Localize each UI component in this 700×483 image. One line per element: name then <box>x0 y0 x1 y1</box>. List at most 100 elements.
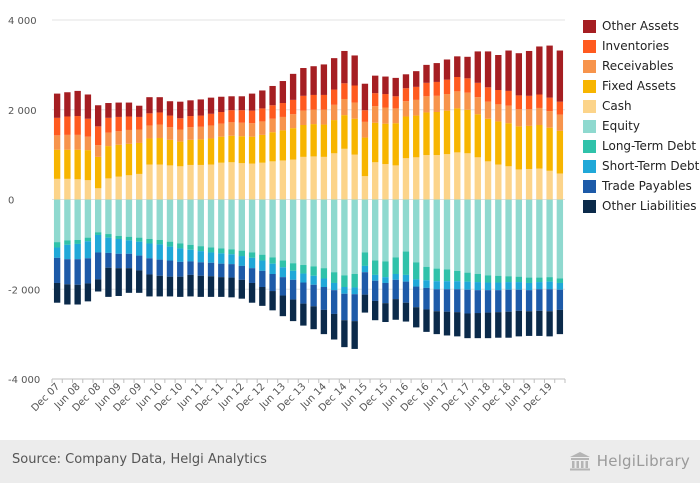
bar-segment[interactable] <box>525 125 533 169</box>
bar-segment[interactable] <box>248 199 256 253</box>
bar-segment[interactable] <box>279 260 287 268</box>
bar-segment[interactable] <box>166 199 174 242</box>
bar-segment[interactable] <box>556 50 564 102</box>
bar-segment[interactable] <box>484 101 492 119</box>
bar-segment[interactable] <box>505 311 512 338</box>
bar-segment[interactable] <box>177 276 184 297</box>
bar-segment[interactable] <box>146 97 153 114</box>
bar-segment[interactable] <box>525 50 533 96</box>
bar-segment[interactable] <box>115 199 122 236</box>
bar-segment[interactable] <box>392 199 399 258</box>
bar-segment[interactable] <box>495 55 502 91</box>
bar-segment[interactable] <box>505 276 512 283</box>
bar-segment[interactable] <box>136 237 143 242</box>
bar-segment[interactable] <box>125 129 133 144</box>
bar-segment[interactable] <box>105 132 112 147</box>
bar-segment[interactable] <box>495 275 502 283</box>
legend-item-other-liabilities[interactable]: Other Liabilities <box>583 196 699 216</box>
bar-segment[interactable] <box>289 73 297 100</box>
bar-segment[interactable] <box>289 299 297 322</box>
bar-segment[interactable] <box>402 302 410 322</box>
bar-segment[interactable] <box>330 290 338 314</box>
bar-segment[interactable] <box>474 290 481 314</box>
brand-logo[interactable]: HelgiLibrary <box>569 449 690 473</box>
bar-segment[interactable] <box>53 149 61 179</box>
bar-segment[interactable] <box>197 251 204 263</box>
bar-segment[interactable] <box>382 76 389 95</box>
bar-segment[interactable] <box>259 108 266 122</box>
bar-segment[interactable] <box>177 101 184 119</box>
bar-segment[interactable] <box>259 254 266 261</box>
bar-segment[interactable] <box>454 289 461 313</box>
bar-segment[interactable] <box>392 77 399 97</box>
bar-segment[interactable] <box>320 268 328 279</box>
bar-segment[interactable] <box>177 129 184 142</box>
bar-segment[interactable] <box>156 164 163 200</box>
bar-segment[interactable] <box>505 282 512 290</box>
bar-segment[interactable] <box>402 88 410 102</box>
bar-segment[interactable] <box>248 93 256 111</box>
bar-segment[interactable] <box>423 155 430 200</box>
bar-segment[interactable] <box>187 164 194 200</box>
bar-segment[interactable] <box>300 303 307 326</box>
bar-segment[interactable] <box>115 131 122 145</box>
bar-segment[interactable] <box>392 96 399 109</box>
bar-segment[interactable] <box>330 104 338 121</box>
bar-segment[interactable] <box>546 45 553 98</box>
bar-segment[interactable] <box>402 274 410 282</box>
bar-segment[interactable] <box>433 81 440 96</box>
bar-segment[interactable] <box>484 312 492 339</box>
bar-segment[interactable] <box>495 164 502 200</box>
bar-segment[interactable] <box>454 281 461 290</box>
bar-segment[interactable] <box>84 150 92 181</box>
bar-segment[interactable] <box>484 87 492 102</box>
bar-segment[interactable] <box>238 96 245 111</box>
bar-segment[interactable] <box>218 248 225 254</box>
bar-segment[interactable] <box>361 265 369 273</box>
legend-item-long-term-debt[interactable]: Long-Term Debt <box>583 136 699 156</box>
bar-segment[interactable] <box>279 116 287 131</box>
bar-segment[interactable] <box>156 199 163 240</box>
bar-segment[interactable] <box>341 50 348 84</box>
bar-segment[interactable] <box>495 282 502 291</box>
bar-segment[interactable] <box>105 252 112 268</box>
bar-segment[interactable] <box>556 114 564 131</box>
bar-segment[interactable] <box>423 96 430 113</box>
bar-segment[interactable] <box>269 273 276 292</box>
bar-segment[interactable] <box>269 85 276 106</box>
bar-segment[interactable] <box>84 136 92 151</box>
bar-segment[interactable] <box>464 313 471 339</box>
bar-segment[interactable] <box>300 68 307 96</box>
bar-segment[interactable] <box>361 110 369 122</box>
bar-segment[interactable] <box>64 134 71 150</box>
bar-segment[interactable] <box>187 139 194 165</box>
bar-segment[interactable] <box>53 242 61 248</box>
bar-segment[interactable] <box>94 105 102 127</box>
bar-segment[interactable] <box>382 164 389 200</box>
bar-segment[interactable] <box>156 112 163 125</box>
bar-segment[interactable] <box>546 111 553 128</box>
bar-segment[interactable] <box>269 263 276 274</box>
bar-segment[interactable] <box>515 95 523 110</box>
bar-segment[interactable] <box>413 199 420 263</box>
bar-segment[interactable] <box>105 178 112 200</box>
bar-segment[interactable] <box>382 107 389 124</box>
bar-segment[interactable] <box>351 154 358 200</box>
bar-segment[interactable] <box>300 265 307 274</box>
bar-segment[interactable] <box>94 145 102 157</box>
bar-segment[interactable] <box>279 130 287 161</box>
bar-segment[interactable] <box>197 246 204 252</box>
bar-segment[interactable] <box>64 244 71 260</box>
bar-segment[interactable] <box>289 263 297 271</box>
bar-segment[interactable] <box>310 284 317 307</box>
bar-segment[interactable] <box>228 254 235 265</box>
bar-segment[interactable] <box>495 312 502 338</box>
bar-segment[interactable] <box>64 149 71 179</box>
bar-segment[interactable] <box>443 311 451 336</box>
bar-segment[interactable] <box>361 176 369 200</box>
bar-segment[interactable] <box>146 138 153 165</box>
bar-segment[interactable] <box>259 199 266 255</box>
bar-segment[interactable] <box>115 144 122 177</box>
bar-segment[interactable] <box>207 247 215 253</box>
bar-segment[interactable] <box>556 282 564 290</box>
